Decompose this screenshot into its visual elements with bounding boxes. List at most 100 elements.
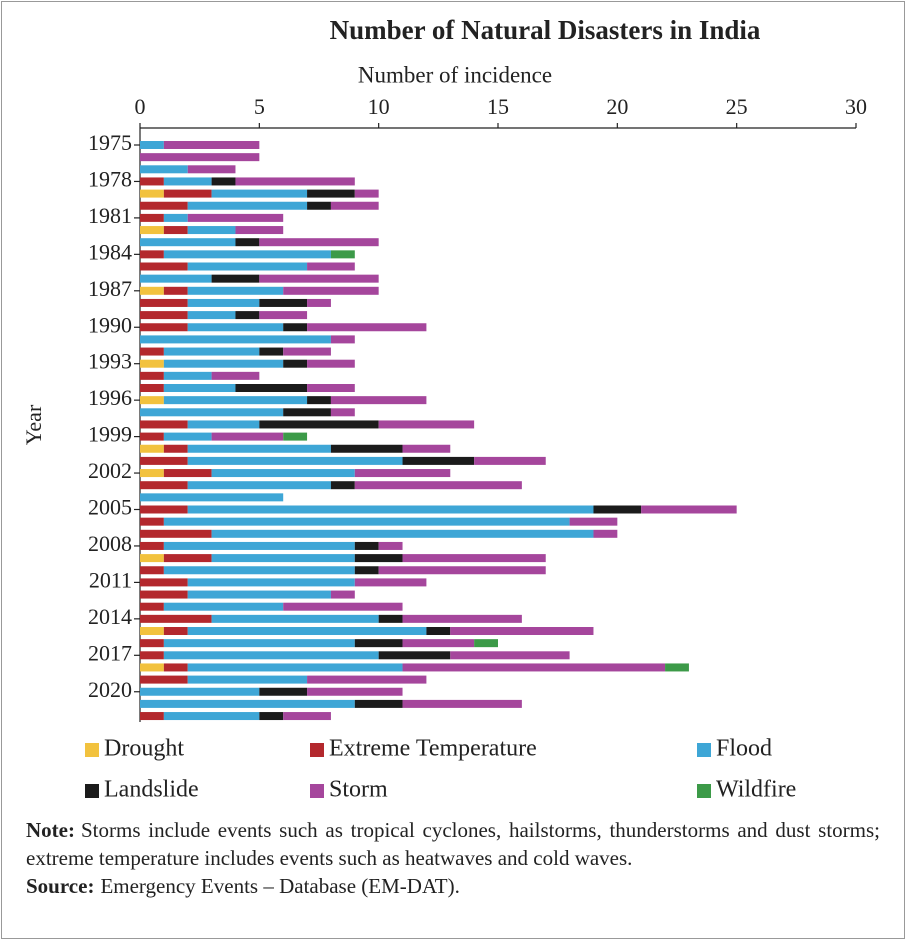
bar-segment — [140, 420, 188, 429]
bar-segment — [259, 420, 379, 429]
note-text: Storms include events such as tropical c… — [26, 818, 880, 870]
bar-segment — [163, 226, 188, 235]
bar-segment — [211, 529, 594, 538]
bar-segment — [187, 578, 355, 587]
bar-segment — [187, 165, 236, 174]
y-tick-label: 1978 — [88, 166, 132, 191]
bar-segment — [187, 481, 331, 490]
note-text: Emergency Events – Database (EM-DAT). — [100, 874, 460, 898]
bar-segment — [259, 687, 308, 696]
bar-segment — [140, 493, 284, 502]
bar-segment — [378, 420, 475, 429]
bar-segment — [140, 396, 164, 405]
notes: Note: Storms include events such as tropi… — [26, 816, 880, 900]
bar-segment — [330, 201, 379, 210]
bar-segment — [140, 408, 284, 417]
y-tick-label: 2017 — [88, 640, 132, 665]
bar-segment — [140, 627, 164, 635]
x-tick-label: 30 — [845, 94, 867, 119]
bar-segment — [140, 274, 212, 283]
legend-swatch — [85, 743, 99, 757]
bar-segment — [163, 189, 212, 198]
legend-label: Storm — [329, 777, 388, 803]
bar-segment — [140, 298, 188, 307]
bar-segment — [163, 213, 188, 222]
bar-segment — [140, 384, 164, 392]
y-tick-label: 2002 — [88, 458, 132, 483]
bar-segment — [307, 675, 427, 684]
bar-segment — [140, 614, 212, 623]
bar-segment — [307, 687, 403, 696]
bar-segment — [140, 177, 164, 186]
bar-segment — [140, 554, 164, 563]
legend-swatch — [310, 784, 324, 798]
bar-segment — [163, 639, 355, 648]
bar-segment — [354, 481, 522, 490]
bar-segment — [163, 517, 570, 526]
bar-segment — [163, 347, 260, 356]
bar-segment — [307, 262, 355, 271]
bar-segment — [307, 298, 331, 307]
bar-segment — [474, 456, 546, 465]
bar-segment — [259, 712, 284, 721]
bar-segment — [140, 432, 164, 441]
bar-segment — [140, 687, 260, 696]
x-tick-label: 20 — [606, 94, 628, 119]
bar-segment — [330, 335, 355, 344]
bar-segment — [354, 578, 427, 587]
bar-segment — [330, 481, 355, 490]
bar-segment — [187, 226, 236, 235]
chart: Number of Natural Disasters in India Num… — [21, 15, 867, 803]
bar-segment — [211, 189, 308, 198]
bar-segment — [187, 213, 284, 222]
y-tick-label: 2005 — [88, 495, 132, 520]
bar-segment — [354, 699, 403, 708]
bar-segment — [140, 359, 164, 368]
bar-segment — [140, 541, 164, 550]
bar-segment — [402, 639, 475, 648]
bar-segment — [283, 323, 308, 332]
bar-segment — [211, 469, 355, 478]
bar-segment — [187, 675, 308, 684]
bar-segment — [283, 359, 308, 368]
bar-segment — [140, 639, 164, 648]
bar-segment — [211, 432, 284, 441]
bar-segment — [163, 651, 379, 660]
legend-label: Extreme Temperature — [329, 736, 537, 762]
bar-segment — [140, 469, 164, 478]
bar-segment — [140, 165, 188, 174]
bar-segment — [283, 602, 403, 611]
bar-segment — [140, 201, 188, 210]
bar-segment — [665, 663, 689, 672]
bar-segment — [187, 663, 403, 672]
bar-segment — [474, 639, 498, 648]
bar-segment — [593, 505, 642, 514]
bar-segment — [163, 250, 331, 259]
y-tick-label: 2008 — [88, 531, 132, 556]
bar-segment — [235, 384, 308, 392]
bar-segment — [140, 602, 164, 611]
bar-segment — [330, 250, 355, 259]
legend-swatch — [697, 743, 711, 757]
bar-segment — [163, 177, 212, 186]
bar-segment — [307, 201, 331, 210]
bar-segment — [187, 311, 236, 320]
bar-segment — [259, 347, 284, 356]
bar-segment — [235, 177, 355, 186]
bar-segment — [140, 675, 188, 684]
note: Source: Emergency Events – Database (EM-D… — [26, 872, 880, 900]
y-tick-label: 1981 — [88, 203, 132, 228]
bar-segment — [450, 651, 570, 660]
bar-segment — [259, 238, 379, 247]
bar-segment — [140, 250, 164, 259]
bar-segment — [378, 566, 546, 575]
bar-segment — [140, 238, 236, 247]
bar-segment — [259, 274, 379, 283]
bar-segment — [569, 517, 618, 526]
bar-segment — [283, 408, 331, 417]
bar-segment — [593, 529, 618, 538]
chart-title: Number of Natural Disasters in India — [330, 15, 761, 45]
note-label: Note: — [26, 818, 75, 842]
bar-segment — [211, 274, 260, 283]
